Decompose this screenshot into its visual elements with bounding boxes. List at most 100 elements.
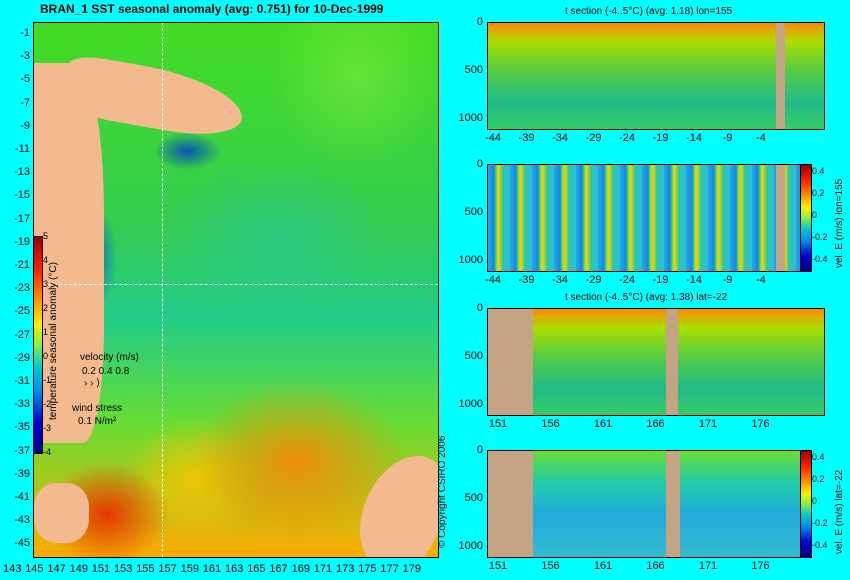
panel2-x-tick: -19 xyxy=(652,274,669,286)
panel2-x-tick: -34 xyxy=(552,274,568,286)
lon-tick-label: 151 xyxy=(91,563,111,575)
sst-colorbar-tick: 0 xyxy=(43,351,49,361)
panel4-colorbar-tick: 0 xyxy=(812,496,818,506)
lat-tick-label: -37 xyxy=(14,444,30,457)
panel3-island-mask xyxy=(666,309,678,415)
lon-tick-label: 147 xyxy=(47,563,66,575)
panel3-temperature-section[interactable] xyxy=(487,308,825,416)
wind-stress-scale: 0.1 N/m² xyxy=(78,416,117,427)
lon-tick-label: 149 xyxy=(69,563,88,575)
panel2-y-tick: 1000 xyxy=(458,254,483,266)
panel2-x-tick: -4 xyxy=(756,274,766,286)
lon-tick-label: 175 xyxy=(358,563,377,575)
panel4-colorbar-tick: 0.2 xyxy=(812,474,825,484)
sst-colorbar-tick: 3 xyxy=(43,279,49,289)
lon-tick-label: 153 xyxy=(114,563,133,575)
panel3-x-tick: 161 xyxy=(593,418,613,430)
panel2-y-tick: 0 xyxy=(476,158,483,170)
panel2-colorbar-tick: -0.4 xyxy=(812,254,828,264)
panel4-land-mask xyxy=(488,451,533,557)
lat-tick-label: -39 xyxy=(14,467,30,480)
sst-colorbar-tick: 2 xyxy=(43,303,49,313)
sst-colorbar-tick: 4 xyxy=(43,255,49,265)
panel1-y-tick: 500 xyxy=(464,64,483,76)
panel3-y-tick: 1000 xyxy=(458,398,483,410)
panel4-colorbar-tick: 0.4 xyxy=(812,452,825,462)
panel2-colorbar-label: vel. E (m/s) lon=155 xyxy=(834,178,845,268)
lon-tick-label: 155 xyxy=(136,563,155,575)
lon-tick-label: 165 xyxy=(247,563,266,575)
lat-tick-label: -43 xyxy=(14,514,30,527)
lat-tick-label: -9 xyxy=(20,119,30,132)
lon-tick-label: 177 xyxy=(380,563,399,575)
panel1-temperature-section[interactable] xyxy=(487,22,825,130)
panel2-x-tick: -9 xyxy=(722,274,733,286)
panel4-x-tick: 171 xyxy=(698,560,718,572)
panel2-velocity-section[interactable] xyxy=(487,164,803,272)
panel1-x-tick: -29 xyxy=(585,132,602,144)
panel4-x-tick: 166 xyxy=(646,560,665,572)
panel1-y-tick: 1000 xyxy=(458,112,483,124)
copyright-text: © Copyright CSIRO 2006 xyxy=(437,435,448,548)
sst-anomaly-map[interactable] xyxy=(33,22,439,558)
sst-colorbar-tick: -3 xyxy=(43,423,52,433)
lat-tick-label: -31 xyxy=(14,375,30,387)
panel1-land-mask xyxy=(776,23,785,129)
lat-tick-label: -1 xyxy=(20,27,30,39)
panel2-x-tick: -24 xyxy=(619,274,635,286)
panel4-x-tick: 151 xyxy=(488,560,508,572)
panel1-x-tick: -9 xyxy=(722,132,733,144)
panel3-y-tick: 0 xyxy=(476,302,483,314)
sst-colorbar-tick: 1 xyxy=(43,327,49,337)
panel2-x-tick: -44 xyxy=(485,274,501,286)
lat-tick-label: -5 xyxy=(20,73,30,86)
lat-tick-label: -33 xyxy=(14,398,30,411)
panel2-x-tick: -29 xyxy=(585,274,602,286)
panel4-y-tick: 500 xyxy=(464,492,483,504)
panel3-title: t section (-4..5°C) (avg: 1.38) lat=-22 xyxy=(565,292,728,303)
australia-landmass xyxy=(34,63,104,443)
lon-tick-label: 159 xyxy=(180,563,199,575)
panel4-y-tick: 0 xyxy=(476,444,483,456)
panel3-y-tick: 500 xyxy=(464,350,483,362)
lon-tick-label: 163 xyxy=(225,563,244,575)
panel3-land-mask xyxy=(488,309,533,415)
lat-tick-label: -41 xyxy=(14,491,30,503)
sst-colorbar-tick: -1 xyxy=(43,375,52,385)
panel3-x-tick: 166 xyxy=(646,418,665,430)
tasmania-landmass xyxy=(34,483,89,543)
lon-tick-label: 161 xyxy=(202,563,222,575)
panel4-colorbar-label: vel. E (m/s) lat=-22 xyxy=(834,469,845,554)
panel2-colorbar-tick: 0.2 xyxy=(812,188,825,198)
panel4-island-mask xyxy=(666,451,680,557)
section-line-lat xyxy=(34,284,438,285)
lon-tick-label: 157 xyxy=(158,563,177,575)
lat-tick-label: -15 xyxy=(14,189,30,202)
panel2-colorbar xyxy=(800,164,812,272)
panel4-velocity-section[interactable] xyxy=(487,450,803,558)
panel2-land-mask xyxy=(776,165,785,271)
velocity-label: velocity (m/s) xyxy=(80,352,139,363)
lon-tick-label: 145 xyxy=(25,563,44,575)
panel1-x-tick: -14 xyxy=(686,132,702,144)
lat-tick-label: -27 xyxy=(14,328,30,341)
panel4-colorbar-tick: -0.2 xyxy=(812,518,828,528)
panel1-x-tick: -4 xyxy=(756,132,766,144)
lat-tick-label: -25 xyxy=(14,305,30,318)
panel3-x-tick: 176 xyxy=(751,418,770,430)
wind-stress-label: wind stress xyxy=(72,403,123,414)
lat-tick-label: -17 xyxy=(14,212,30,225)
lon-tick-label: 169 xyxy=(291,563,310,575)
panel1-x-tick: -39 xyxy=(518,132,535,144)
lat-tick-label: -21 xyxy=(14,259,30,271)
lat-tick-label: -35 xyxy=(14,421,30,434)
new-zealand-landmass xyxy=(339,441,438,557)
lat-tick-label: -29 xyxy=(14,351,30,364)
lon-tick-label: 143 xyxy=(3,563,22,575)
sst-colorbar-label: temperature seasonal anomaly (°C) xyxy=(48,262,59,420)
panel4-x-tick: 176 xyxy=(751,560,770,572)
panel1-x-tick: -34 xyxy=(552,132,568,144)
panel4-colorbar xyxy=(800,450,812,558)
lat-tick-label: -13 xyxy=(14,166,30,179)
lon-tick-label: 167 xyxy=(269,563,288,575)
